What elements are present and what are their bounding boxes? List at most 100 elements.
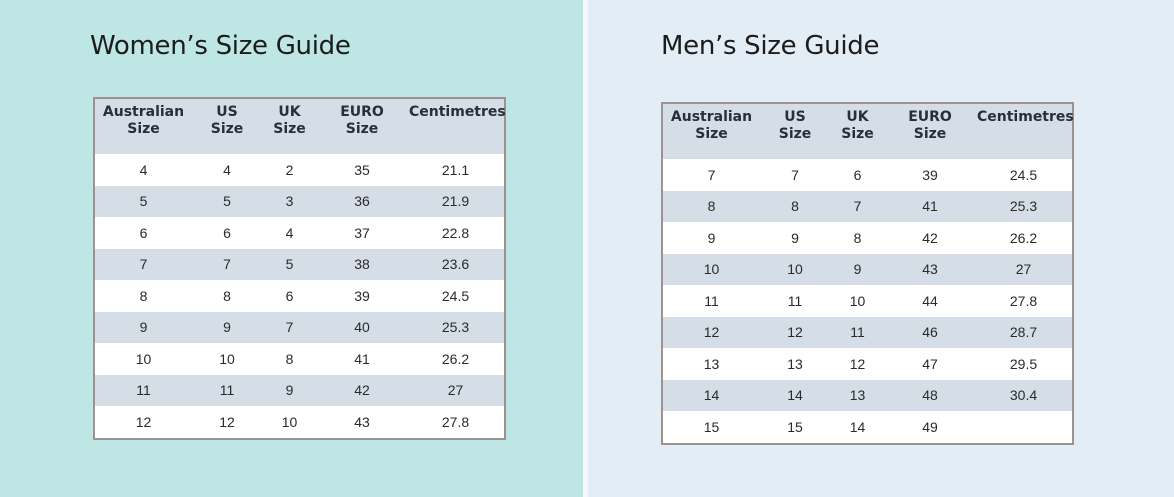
mens-size-guide-panel: Men’s Size Guide Australian Size US Size U…: [588, 0, 1174, 497]
header-euro-size: EURO Size: [317, 98, 407, 154]
cell-uk-size: 13: [830, 379, 885, 411]
cell-australian-size: 10: [662, 253, 760, 285]
cell-uk-size: 7: [262, 311, 317, 343]
table-row: 13 13 12 47 29.5: [662, 348, 1073, 380]
table-row: 4 4 2 35 21.1: [94, 154, 505, 186]
mens-size-table: Australian Size US Size UK Size EURO Size Ce…: [661, 102, 1074, 445]
table-header-row: Australian Size US Size UK Size EURO Size Ce…: [94, 98, 506, 154]
cell-euro-size: 39: [922, 166, 938, 183]
cell-uk-size: 7: [830, 190, 885, 222]
cell-uk-size: 12: [849, 355, 866, 372]
cell-euro-size: 42: [922, 229, 938, 246]
header-uk-size: UK Size: [830, 103, 885, 159]
womens-size-guide-title: Women’s Size Guide: [90, 31, 351, 61]
header-euro-size: EURO Size: [885, 103, 975, 159]
table-header-row: Australian Size US Size UK Size EURO Size Ce…: [662, 103, 1074, 159]
cell-uk-size: 3: [262, 185, 317, 217]
cell-australian-size: 12: [135, 413, 152, 430]
cell-euro-size: 38: [317, 248, 407, 280]
cell-centimetres: 25.3: [407, 311, 505, 343]
cell-uk-size: 6: [285, 287, 294, 304]
cell-australian-size: 11: [704, 292, 719, 309]
panel-divider: [583, 0, 588, 497]
cell-centimetres: 28.7: [975, 316, 1073, 348]
cell-us-size: 6: [223, 224, 231, 241]
header-uk-size: UK Size: [262, 98, 317, 154]
womens-size-table: Australian Size US Size UK Size EURO Size Ce…: [93, 97, 506, 440]
cell-australian-size: 7: [94, 248, 192, 280]
table-row: 6 6 4 37 22.8: [94, 217, 505, 249]
table-row: 15 15 14 49: [662, 411, 1073, 444]
cell-euro-size: 35: [354, 161, 370, 178]
header-us-size: US Size: [192, 98, 262, 154]
cell-euro-size: 39: [354, 287, 370, 304]
header-centimetres: Centimetres: [975, 103, 1074, 159]
mens-size-guide-title: Men’s Size Guide: [661, 31, 880, 61]
cell-centimetres: 22.8: [441, 224, 470, 241]
cell-uk-size: 14: [849, 418, 866, 435]
cell-us-size: 9: [192, 311, 262, 343]
cell-uk-size: 10: [849, 292, 866, 309]
cell-euro-size: 41: [354, 350, 370, 367]
cell-euro-size: 43: [885, 253, 975, 285]
cell-euro-size: 46: [885, 316, 975, 348]
table-row: 9 9 8 42 26.2: [662, 222, 1073, 254]
cell-australian-size: 5: [94, 185, 192, 217]
cell-us-size: 10: [219, 350, 235, 367]
cell-euro-size: 49: [922, 418, 938, 435]
cell-euro-size: 42: [317, 374, 407, 406]
cell-australian-size: 12: [662, 316, 760, 348]
table-row: 7 7 6 39 24.5: [662, 159, 1073, 191]
table-row: 12 12 11 46 28.7: [662, 316, 1073, 348]
cell-us-size: 11: [192, 374, 262, 406]
cell-euro-size: 47: [922, 355, 938, 372]
table-row: 8 8 6 39 24.5: [94, 280, 505, 312]
cell-centimetres: 21.9: [407, 185, 505, 217]
cell-euro-size: 44: [922, 292, 938, 309]
cell-centimetres: 23.6: [407, 248, 505, 280]
cell-uk-size: 4: [285, 224, 294, 241]
cell-us-size: 11: [787, 292, 803, 309]
cell-centimetres: 25.3: [975, 190, 1073, 222]
cell-euro-size: 36: [317, 185, 407, 217]
cell-centimetres: 27: [407, 374, 505, 406]
cell-australian-size: 8: [139, 287, 148, 304]
table-row: 7 7 5 38 23.6: [94, 248, 505, 280]
table-row: 11 11 9 42 27: [94, 374, 505, 406]
cell-us-size: 10: [760, 253, 830, 285]
table-row: 10 10 9 43 27: [662, 253, 1073, 285]
table-row: 11 11 10 44 27.8: [662, 285, 1073, 317]
cell-centimetres: 30.4: [975, 379, 1073, 411]
cell-centimetres: [975, 411, 1073, 444]
cell-centimetres: 29.5: [1009, 355, 1038, 372]
cell-centimetres: 27: [975, 253, 1073, 285]
cell-australian-size: 6: [139, 224, 148, 241]
cell-australian-size: 15: [703, 418, 720, 435]
cell-australian-size: 13: [703, 355, 720, 372]
cell-euro-size: 48: [885, 379, 975, 411]
cell-australian-size: 7: [707, 166, 716, 183]
cell-uk-size: 8: [853, 229, 862, 246]
cell-australian-size: 9: [94, 311, 192, 343]
table-row: 5 5 3 36 21.9: [94, 185, 505, 217]
cell-euro-size: 37: [354, 224, 370, 241]
cell-us-size: 8: [760, 190, 830, 222]
cell-us-size: 14: [760, 379, 830, 411]
cell-us-size: 15: [787, 418, 803, 435]
cell-centimetres: 26.2: [441, 350, 470, 367]
cell-us-size: 12: [760, 316, 830, 348]
cell-centimetres: 21.1: [441, 161, 470, 178]
table-row: 10 10 8 41 26.2: [94, 343, 505, 375]
table-row: 9 9 7 40 25.3: [94, 311, 505, 343]
cell-euro-size: 43: [354, 413, 370, 430]
cell-uk-size: 11: [830, 316, 885, 348]
cell-uk-size: 10: [281, 413, 298, 430]
cell-us-size: 13: [787, 355, 803, 372]
cell-euro-size: 41: [885, 190, 975, 222]
cell-australian-size: 4: [139, 161, 148, 178]
cell-uk-size: 5: [262, 248, 317, 280]
cell-euro-size: 40: [317, 311, 407, 343]
cell-centimetres: 26.2: [1009, 229, 1038, 246]
cell-centimetres: 24.5: [441, 287, 470, 304]
cell-us-size: 12: [219, 413, 235, 430]
